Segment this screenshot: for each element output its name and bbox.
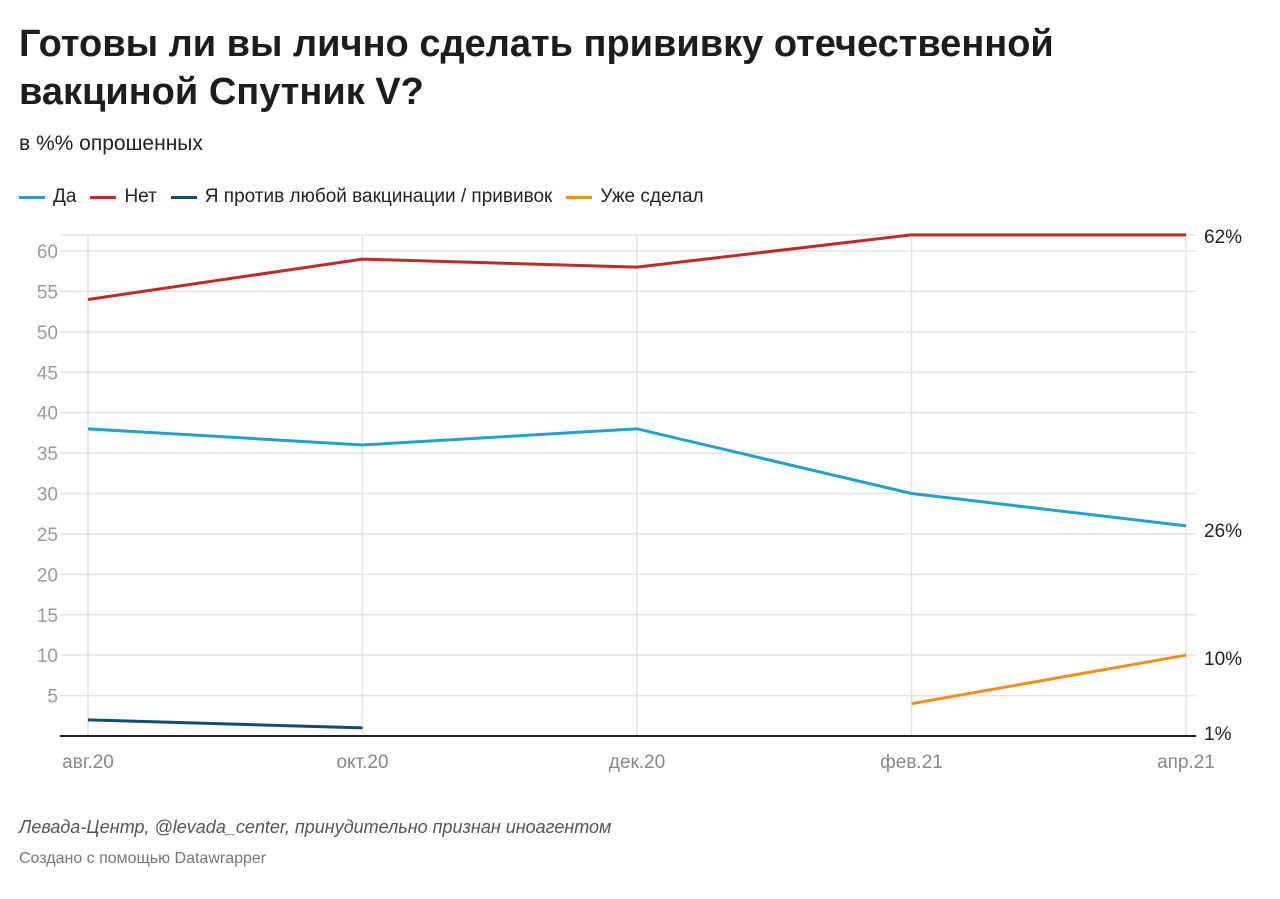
y-tick-label: 25 bbox=[37, 525, 58, 546]
legend-label: Да bbox=[53, 186, 77, 207]
legend-swatch bbox=[19, 195, 45, 199]
legend-swatch bbox=[566, 195, 593, 199]
credit-note: Создано с помощью Datawrapper bbox=[19, 850, 267, 867]
legend-label: Уже сделал bbox=[600, 186, 704, 207]
series-line-3 bbox=[911, 653, 1187, 706]
chart-title: Готовы ли вы лично сделать прививку отеч… bbox=[19, 23, 1054, 113]
y-tick-label: 40 bbox=[37, 404, 58, 425]
legend-label: Я против любой вакцинации / прививок bbox=[204, 186, 553, 207]
x-tick-label: окт.20 bbox=[336, 752, 388, 773]
x-tick-label: апр.21 bbox=[1157, 752, 1215, 773]
legend-label: Нет bbox=[124, 186, 157, 207]
series-line-2 bbox=[87, 718, 363, 730]
y-tick-label: 45 bbox=[37, 363, 58, 384]
y-tick-label: 50 bbox=[37, 323, 58, 344]
x-tick-label: дек.20 bbox=[609, 752, 665, 773]
x-tick-label: авг.20 bbox=[62, 752, 114, 773]
y-tick-label: 35 bbox=[37, 444, 58, 465]
y-tick-label: 60 bbox=[37, 242, 58, 263]
legend-swatch bbox=[90, 195, 117, 199]
y-tick-label: 55 bbox=[37, 282, 58, 303]
legend-swatch bbox=[170, 195, 197, 199]
y-tick-label: 15 bbox=[37, 606, 58, 627]
end-label: 62% bbox=[1204, 227, 1242, 248]
legend-item: Я против любой вакцинации / прививок bbox=[170, 186, 553, 208]
legend: Да Нет Я против любой вакцинации / прививо… bbox=[19, 186, 704, 208]
legend-item: Нет bbox=[90, 186, 157, 208]
legend-item: Да bbox=[19, 186, 76, 208]
y-tick-label: 20 bbox=[37, 565, 58, 586]
end-label: 1% bbox=[1204, 724, 1232, 745]
end-label: 10% bbox=[1204, 649, 1242, 670]
chart-subtitle: в %% опрошенных bbox=[19, 132, 203, 155]
x-tick-label: фев.21 bbox=[880, 752, 943, 773]
end-label: 26% bbox=[1204, 521, 1242, 542]
y-tick-label: 5 bbox=[47, 687, 58, 708]
y-tick-label: 30 bbox=[37, 485, 58, 506]
legend-item: Уже сделал bbox=[566, 186, 704, 208]
source-note: Левада-Центр, @levada_center, принудител… bbox=[19, 817, 612, 837]
y-tick-label: 10 bbox=[37, 646, 58, 667]
